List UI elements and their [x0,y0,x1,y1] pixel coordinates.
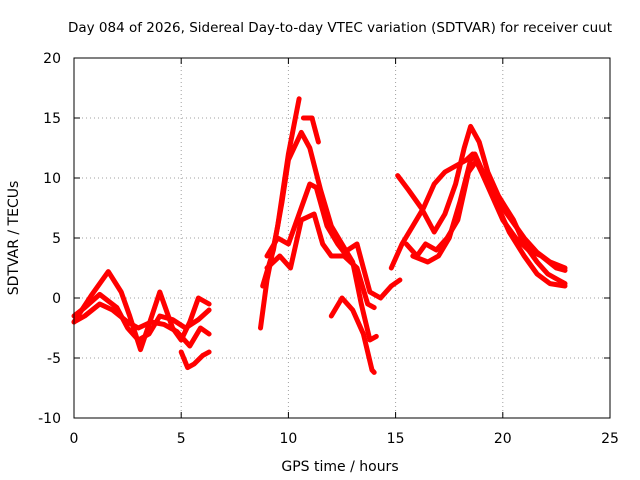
series-line-track-9 [300,115,321,145]
y-tick-label: -5 [47,351,61,367]
series-line-track-14 [410,151,568,289]
series-line-track-8 [264,211,377,311]
series-line-track-6 [260,129,379,343]
x-tick-label: 15 [387,431,405,447]
y-axis-label: SDTVAR / TECUs [6,181,22,296]
y-tick-label: 0 [52,291,61,307]
x-axis-label: GPS time / hours [281,459,398,475]
series-line-track-7 [264,181,403,301]
series-line-track-4 [178,349,212,371]
data-series [71,96,568,375]
x-tick-label: 0 [70,431,79,447]
y-tick-label: -10 [38,411,61,427]
y-tick-label: 10 [43,171,61,187]
x-tick-label: 25 [601,431,619,447]
x-tick-label: 5 [177,431,186,447]
x-tick-label: 10 [279,431,297,447]
series-line-track-3 [71,301,212,349]
y-tick-label: 20 [43,51,61,67]
chart-title: Day 084 of 2026, Sidereal Day-to-day VTE… [68,20,612,36]
series-line-track-11 [395,123,568,287]
series-line-track-2 [71,291,212,343]
axis-ticks: 0 5 10 15 20 25 -10 -5 0 5 10 15 20 [38,51,619,447]
y-tick-label: 15 [43,111,61,127]
grid-lines [74,58,610,418]
x-tick-label: 20 [494,431,512,447]
series-line-track-10 [328,295,377,375]
y-tick-label: 5 [52,231,61,247]
